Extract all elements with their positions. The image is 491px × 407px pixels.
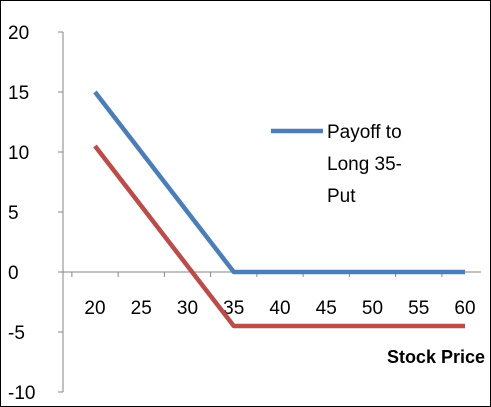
x-tick-label: 35 [223,298,244,319]
legend-label-line: Put [327,186,356,207]
x-tick-label: 50 [362,298,383,319]
x-tick-label: 30 [177,298,198,319]
y-tick-label: -5 [8,323,25,344]
y-tick-label: 15 [8,83,29,104]
y-tick-label: -10 [8,383,35,404]
x-tick-label: 60 [454,298,475,319]
y-tick-label: 5 [8,203,19,224]
x-tick-label: 25 [131,298,152,319]
series-layer [93,90,466,329]
legend-label-line: Payoff to [327,122,402,143]
x-tick-label: 45 [316,298,337,319]
legend-label-line: Long 35- [327,154,402,175]
legend-label: Payoff to Long 35- Put [327,122,402,207]
series-line-1 [93,90,465,275]
x-tick-label: 20 [84,298,105,319]
legend: Payoff to Long 35- Put [271,122,402,207]
x-axis-title: Stock Price [387,347,485,367]
x-tick-label: 55 [408,298,429,319]
x-tick-label: 40 [269,298,290,319]
y-tick-label: 10 [8,143,29,164]
y-tick-label: 0 [8,263,19,284]
y-tick-label: 20 [8,23,29,44]
